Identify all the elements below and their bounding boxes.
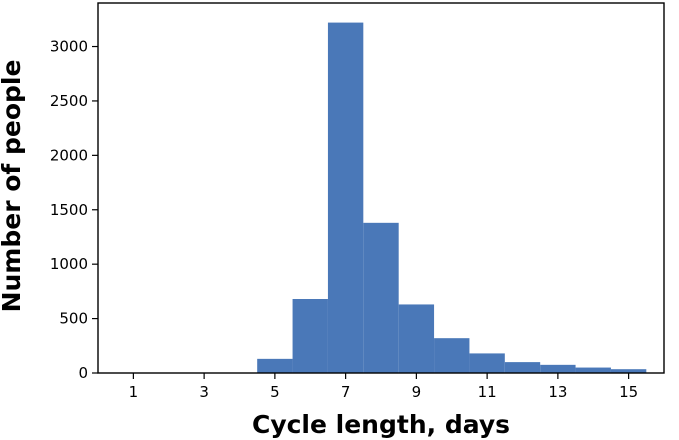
x-tick-label: 3 (199, 383, 209, 401)
y-tick-label: 2500 (50, 92, 88, 110)
histogram-bar (575, 367, 611, 373)
histogram-bar (363, 222, 399, 373)
y-tick-label: 0 (78, 364, 88, 382)
x-tick-label: 9 (412, 383, 422, 401)
histogram-bar (504, 362, 541, 373)
x-tick-label: 7 (341, 383, 351, 401)
histogram-bar (292, 299, 328, 373)
x-tick-label: 5 (270, 383, 280, 401)
bars-group (115, 22, 647, 374)
x-axis-label: Cycle length, days (252, 410, 510, 439)
y-tick-label: 500 (59, 310, 88, 328)
histogram-bar (398, 304, 435, 373)
x-tick-label: 15 (619, 383, 638, 401)
y-axis-label: Number of people (0, 60, 26, 313)
histogram-bar (540, 364, 576, 373)
y-tick-label: 3000 (50, 38, 88, 56)
x-tick-label: 11 (478, 383, 497, 401)
histogram-bar (257, 358, 293, 373)
histogram-bar (434, 338, 470, 373)
y-tick-label: 1000 (50, 255, 88, 273)
plot-frame (97, 2, 665, 374)
histogram-bar (327, 22, 364, 374)
x-tick-label: 13 (548, 383, 567, 401)
histogram-bar (610, 369, 647, 373)
x-tick-label: 1 (129, 383, 139, 401)
x-axis-ticks: 1 3 5 7 9 11 13 15 (129, 373, 638, 401)
y-tick-label: 1500 (50, 201, 88, 219)
histogram-bar (469, 353, 505, 373)
y-axis-ticks: 0 500 1000 1500 2000 2500 3000 (50, 38, 98, 382)
y-tick-label: 2000 (50, 146, 88, 164)
